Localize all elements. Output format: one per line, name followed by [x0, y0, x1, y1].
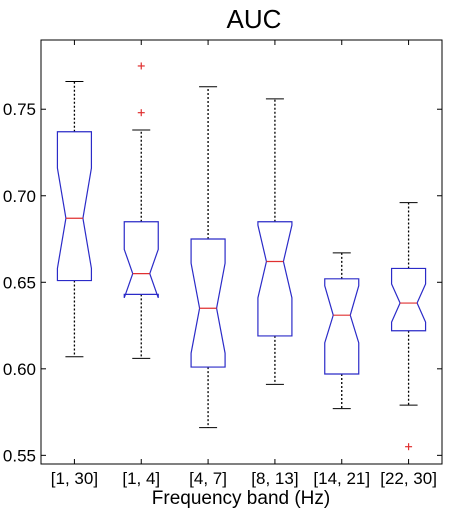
outlier-marker	[405, 443, 413, 451]
box-group	[257, 98, 293, 385]
y-tick-label: 0.60	[3, 360, 36, 379]
y-tick-label: 0.65	[3, 273, 36, 292]
x-tick-label: [1, 4]	[122, 469, 160, 488]
notched-box	[257, 221, 293, 337]
y-tick-label: 0.70	[3, 187, 36, 206]
y-tick-label: 0.75	[3, 100, 36, 119]
x-axis-label: Frequency band (Hz)	[152, 488, 330, 509]
y-axis: 0.55 0.60 0.65 0.70 0.75	[3, 100, 442, 465]
notched-box	[123, 221, 159, 299]
outlier-marker	[137, 109, 145, 117]
plot-area-frame	[40, 39, 443, 465]
chart-title: AUC	[227, 4, 282, 34]
box-group	[190, 86, 226, 429]
notched-box	[324, 278, 360, 375]
box-group	[56, 81, 93, 358]
box-group	[390, 202, 427, 451]
y-tick-label: 0.55	[3, 446, 36, 465]
box-series	[56, 62, 427, 451]
x-tick-label: [8, 13]	[251, 469, 298, 488]
x-axis: [1, 30] [1, 4] [4, 7] [8, 13] [14, 21] [22, 3…	[51, 40, 437, 488]
box-group	[324, 252, 360, 410]
x-tick-label: [1, 30]	[51, 469, 98, 488]
notched-box	[390, 267, 427, 332]
notched-box	[56, 131, 93, 282]
outlier-marker	[137, 62, 145, 70]
x-tick-label: [4, 7]	[189, 469, 227, 488]
notched-box	[190, 238, 226, 368]
x-tick-label: [22, 30]	[380, 469, 437, 488]
box-group	[123, 62, 159, 359]
x-tick-label: [14, 21]	[313, 469, 370, 488]
